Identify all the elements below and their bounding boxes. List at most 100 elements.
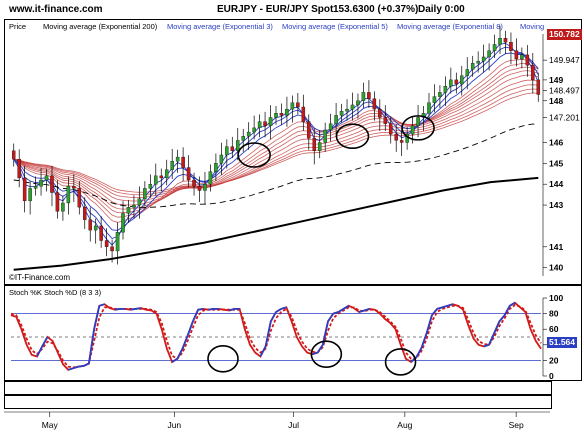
ema-red-line — [13, 92, 539, 193]
candle-body — [334, 115, 338, 124]
candle-body — [460, 75, 464, 85]
price-tick-label: 148 — [549, 96, 563, 106]
candle-body — [230, 146, 235, 151]
candle-body — [274, 113, 278, 118]
candle-body — [121, 213, 125, 233]
candle-body — [186, 167, 191, 181]
price-tick-label: 140 — [549, 263, 563, 273]
candle-body — [154, 175, 158, 185]
candle-body — [356, 100, 360, 106]
stoch-tick-label: 0 — [549, 371, 554, 380]
stoch-tick-label: 60 — [549, 324, 559, 334]
ema-blue-line — [13, 52, 539, 231]
candle-body — [345, 108, 349, 112]
x-tick-label: Aug — [397, 420, 412, 430]
candle-body — [514, 50, 519, 60]
ema-red-line — [13, 66, 539, 214]
candle-body — [33, 186, 38, 189]
stoch-highlight-ellipse — [310, 340, 343, 368]
candle-body — [268, 117, 273, 126]
ema-red-line — [13, 74, 539, 206]
candle-body — [88, 219, 92, 231]
candle-body — [470, 63, 475, 70]
candle-body — [449, 79, 453, 87]
legend-ema5: Moving average (Exponential 5) — [282, 22, 388, 31]
candle-body — [476, 60, 480, 64]
ema-blue-line — [13, 46, 539, 240]
stoch-d-line — [10, 304, 542, 369]
candle-body — [170, 161, 174, 170]
candle-body — [39, 179, 43, 187]
highlight-ellipse — [335, 123, 370, 150]
candle-body — [279, 113, 284, 116]
candle-body — [263, 121, 267, 126]
stoch-tick-label: 100 — [549, 293, 563, 303]
candle-body — [350, 104, 355, 110]
candle-body — [93, 225, 98, 231]
x-axis: May Jun Jul Aug Sep — [4, 411, 550, 430]
candle-body — [394, 133, 398, 141]
candle-body — [115, 232, 120, 252]
stoch-tick-label: 20 — [549, 355, 559, 365]
ema-dashed-line — [13, 123, 539, 208]
candle-body — [492, 44, 497, 51]
candle-body — [531, 65, 535, 81]
candle-body — [465, 69, 469, 76]
candle-body — [438, 92, 442, 97]
candle-body — [361, 92, 366, 101]
candle-body — [383, 117, 388, 124]
price-tick-label: 143 — [549, 200, 563, 210]
candle-body — [28, 188, 32, 202]
candle-body — [203, 184, 207, 191]
quote-label: 153.6300 (+0.37%) — [333, 4, 419, 15]
candle-body — [83, 207, 87, 220]
legend-price: Price — [9, 22, 27, 31]
candle-body — [241, 136, 245, 141]
candle-body — [72, 186, 76, 189]
candle-body — [307, 121, 311, 139]
candle-body — [498, 38, 502, 45]
candle-body — [296, 102, 300, 108]
candle-body — [66, 186, 71, 204]
x-tick-label: Sep — [509, 420, 524, 430]
price-tick-label: 149.947 — [549, 55, 580, 65]
price-panel: Price Moving average (Exponential 200) M… — [4, 19, 582, 285]
ema-red-line — [13, 62, 539, 218]
candle-body — [11, 150, 16, 160]
candle-body — [372, 98, 377, 110]
candle-body — [290, 102, 295, 110]
highlight-ellipse — [401, 115, 435, 141]
candle-body — [164, 169, 169, 179]
ema-red-line — [13, 70, 539, 210]
candle-body — [181, 156, 185, 168]
candle-body — [143, 188, 147, 199]
legend-moving: Moving — [520, 22, 545, 31]
candle-body — [301, 106, 306, 122]
chart-header: www.it-finance.com EURJPY - EUR/JPY Spot… — [0, 0, 584, 18]
candle-body — [410, 125, 415, 135]
candle-body — [44, 175, 49, 181]
candle-body — [110, 246, 114, 252]
period-label: Daily 0:00 — [418, 4, 465, 15]
candle-body — [421, 113, 426, 118]
stoch-k-blue-line — [36, 301, 516, 371]
candle-body — [192, 179, 196, 187]
candle-body — [214, 163, 218, 172]
empty-panel-2 — [4, 395, 552, 409]
candle-body — [246, 131, 251, 137]
x-tick-label: May — [42, 420, 59, 430]
candle-body — [378, 108, 382, 118]
candle-body — [99, 225, 103, 241]
candle-body — [77, 188, 82, 208]
empty-panel-1 — [4, 381, 552, 395]
candle-body — [132, 204, 136, 208]
price-tick-label: 145 — [549, 158, 563, 168]
candle-body — [525, 54, 530, 66]
legend-ema200: Moving average (Exponential 200) — [43, 22, 158, 31]
candle-body — [61, 202, 65, 212]
candle-body — [159, 175, 164, 179]
candle-body — [432, 96, 437, 103]
ema-red-line — [13, 58, 539, 223]
site-label: www.it-finance.com — [9, 4, 103, 15]
